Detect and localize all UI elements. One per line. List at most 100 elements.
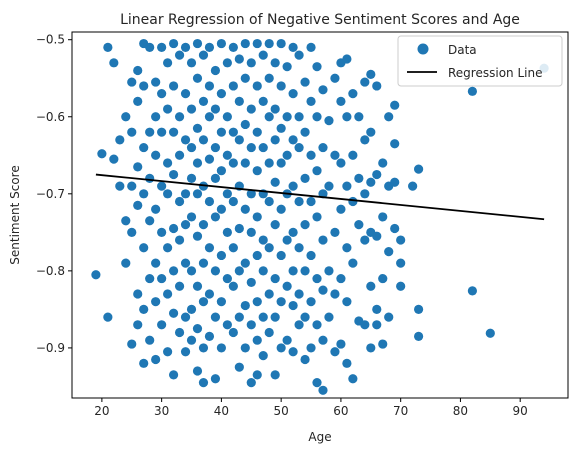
data-point-51 [163, 158, 173, 168]
data-point-269 [336, 96, 346, 106]
data-point-97 [198, 96, 209, 106]
data-point-75 [180, 220, 191, 230]
data-point-110 [204, 243, 215, 253]
data-point-94 [192, 324, 203, 334]
x-tick-label: 70 [393, 404, 408, 418]
data-point-152 [240, 38, 250, 49]
data-point-195 [270, 135, 280, 145]
data-point-4 [109, 154, 119, 164]
data-point-19 [133, 200, 143, 210]
data-point-141 [228, 243, 238, 253]
data-point-256 [318, 285, 328, 295]
data-point-291 [360, 189, 370, 199]
data-point-74 [180, 189, 191, 199]
data-point-137 [228, 81, 238, 91]
data-point-317 [396, 235, 406, 245]
data-point-306 [378, 212, 388, 222]
data-point-50 [163, 104, 173, 114]
data-point-64 [174, 50, 185, 60]
data-point-262 [324, 312, 334, 322]
data-point-202 [276, 81, 286, 91]
data-point-1 [97, 149, 107, 159]
data-point-294 [366, 69, 376, 79]
data-point-273 [336, 339, 346, 349]
data-point-172 [252, 212, 262, 222]
data-point-231 [300, 77, 310, 87]
data-point-23 [139, 81, 149, 91]
data-point-304 [372, 320, 382, 330]
data-point-280 [348, 89, 358, 99]
data-point-215 [282, 335, 292, 345]
data-point-200 [270, 370, 280, 380]
data-point-282 [348, 196, 358, 207]
data-point-318 [396, 258, 406, 268]
data-point-58 [168, 127, 179, 137]
data-point-246 [312, 112, 322, 122]
data-point-40 [151, 297, 161, 307]
data-point-31 [145, 173, 155, 183]
data-point-145 [234, 96, 244, 106]
data-point-15 [127, 339, 137, 349]
data-point-72 [180, 89, 191, 99]
data-point-236 [300, 312, 310, 322]
data-point-245 [312, 62, 322, 72]
data-point-144 [234, 54, 244, 64]
data-point-193 [270, 58, 280, 68]
data-point-56 [168, 38, 179, 49]
data-point-274 [342, 54, 352, 64]
data-point-161 [246, 104, 256, 114]
data-point-102 [198, 297, 209, 307]
data-point-67 [174, 196, 185, 207]
data-point-125 [216, 204, 226, 214]
y-tick-label: −0.5 [36, 33, 65, 47]
data-point-266 [330, 289, 340, 299]
data-point-117 [210, 212, 221, 222]
data-point-86 [186, 335, 197, 345]
data-point-176 [252, 370, 262, 380]
data-point-63 [168, 370, 179, 380]
data-point-121 [216, 38, 226, 49]
data-point-164 [246, 227, 256, 237]
data-point-113 [210, 65, 221, 76]
data-point-251 [312, 377, 322, 388]
data-point-120 [210, 374, 221, 384]
regression-line-layer [95, 173, 545, 221]
data-point-217 [288, 89, 298, 99]
data-point-281 [348, 150, 358, 160]
data-point-14 [127, 227, 137, 237]
data-point-138 [228, 127, 238, 137]
data-point-151 [234, 362, 244, 372]
data-point-267 [330, 347, 340, 357]
data-point-276 [342, 181, 352, 191]
data-point-270 [336, 158, 346, 168]
y-tick-label: −0.9 [36, 341, 65, 355]
data-point-146 [234, 135, 244, 145]
data-point-135 [222, 320, 232, 330]
data-point-189 [264, 196, 274, 207]
data-point-106 [204, 81, 215, 91]
data-point-261 [324, 266, 334, 276]
data-point-49 [163, 58, 173, 68]
data-point-41 [151, 354, 161, 365]
data-point-325 [467, 286, 477, 296]
data-point-228 [294, 243, 304, 253]
data-point-163 [246, 189, 256, 199]
data-point-257 [318, 335, 328, 345]
data-point-111 [204, 289, 215, 299]
data-point-112 [204, 331, 215, 341]
data-point-93 [192, 281, 203, 291]
data-point-149 [234, 266, 244, 276]
data-point-91 [192, 189, 203, 199]
data-point-53 [163, 243, 173, 253]
data-point-313 [390, 100, 400, 110]
data-point-156 [240, 204, 250, 214]
data-point-244 [306, 343, 316, 353]
data-point-238 [306, 42, 316, 53]
data-point-258 [318, 385, 328, 395]
data-point-118 [210, 266, 221, 276]
data-point-3 [103, 312, 113, 322]
data-point-194 [270, 104, 280, 114]
data-point-169 [252, 81, 262, 91]
x-axis-label: Age [308, 430, 331, 444]
